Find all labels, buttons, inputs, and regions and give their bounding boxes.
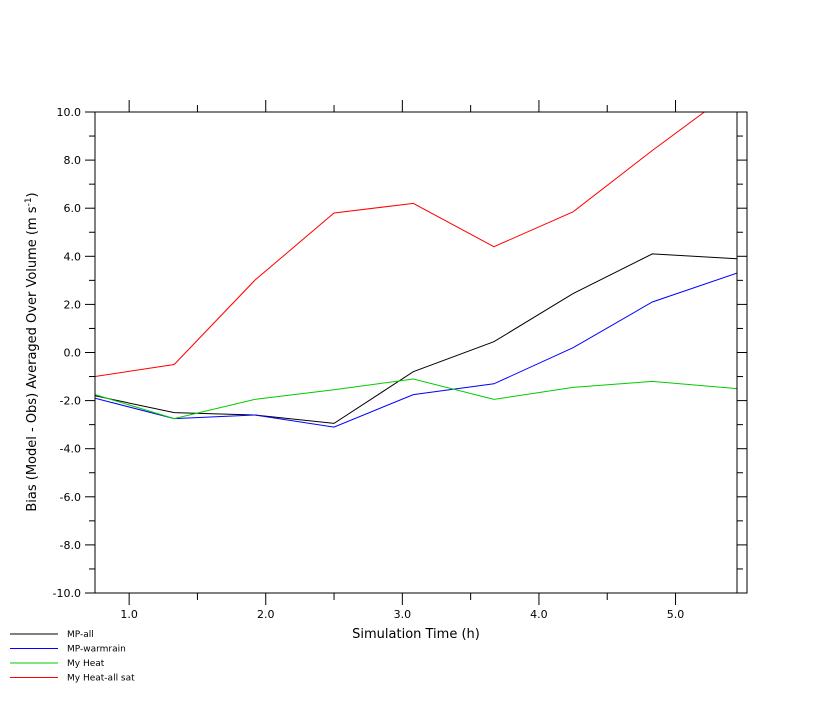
y-axis-title: Bias (Model - Obs) Averaged Over Volume … [24,192,40,511]
y-tick-label-6: 2.0 [64,298,82,311]
legend: MP-all MP-warmrain My Heat My Heat-all sat [10,630,135,684]
y-tick-label-3: -4.0 [60,443,81,456]
legend-label-1: MP-warmrain [67,645,126,655]
y-tick-label-4: -2.0 [60,395,81,408]
legend-label-2: My Heat [67,659,105,669]
x-tick-label-3: 4.0 [530,608,548,621]
x-axis-title: Simulation Time (h) [352,627,480,642]
series-line-2 [95,378,737,420]
y-tick-label-2: -6.0 [60,491,81,504]
y-axis-title-close: ) [25,192,40,197]
legend-label-0: MP-all [67,630,94,640]
x-tick-labels: 1.0 2.0 3.0 4.0 5.0 [120,608,684,621]
y-tick-label-7: 4.0 [64,250,82,263]
ticks-layer [85,100,747,605]
x-tick-label-2: 3.0 [394,608,412,621]
series-layer [95,112,737,428]
y-axis-title-main: Bias (Model - Obs) Averaged Over Volume … [25,206,40,511]
y-tick-label-9: 8.0 [64,154,82,167]
y-tick-label-5: 0.0 [64,347,82,360]
y-tick-label-8: 6.0 [64,202,82,215]
x-tick-label-4: 5.0 [667,608,685,621]
plot-frame [94,111,738,594]
series-line-1 [95,272,737,428]
series-line-0 [95,253,737,424]
x-tick-label-1: 2.0 [257,608,275,621]
y-tick-label-0: -10.0 [53,587,81,600]
y-axis-title-sup: -1 [24,197,34,206]
y-tick-label-1: -8.0 [60,539,81,552]
legend-label-3: My Heat-all sat [67,674,135,684]
series-line-3 [95,112,706,377]
y-tick-labels: -10.0 -8.0 -6.0 -4.0 -2.0 0.0 2.0 4.0 6.0 8.0 10.0 [53,106,81,600]
x-tick-label-0: 1.0 [120,608,138,621]
y-tick-label-10: 10.0 [57,106,82,119]
